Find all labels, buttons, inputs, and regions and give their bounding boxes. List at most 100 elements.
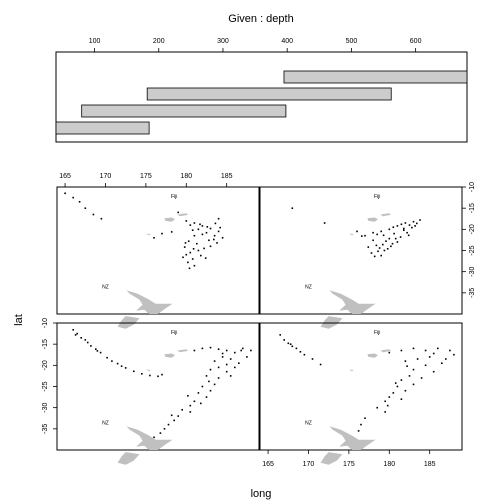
quake-point	[167, 423, 170, 426]
fiji-island-shape	[164, 217, 175, 222]
y-tick-label: -30	[42, 403, 49, 413]
scatter-panels: Fiji NZ Fiji NZ Fiji NZ Fiji NZ	[56, 186, 463, 465]
quake-point	[394, 382, 397, 384]
quake-point	[382, 243, 384, 246]
quake-point	[161, 373, 163, 376]
quake-point	[201, 347, 204, 350]
x-tick-label: 175	[140, 173, 152, 180]
quake-point	[187, 261, 189, 264]
quake-point	[189, 224, 192, 226]
quake-point	[388, 237, 391, 240]
quake-point	[449, 349, 451, 352]
quake-point	[424, 349, 427, 352]
quake-point	[441, 362, 443, 364]
quake-point	[213, 238, 215, 241]
quake-point	[221, 237, 224, 239]
x-tick-label: 185	[424, 461, 436, 468]
quake-point	[74, 334, 77, 336]
quake-point	[386, 404, 389, 407]
quake-point	[234, 351, 236, 354]
quake-point	[196, 242, 198, 245]
quake-point	[391, 242, 394, 245]
quake-point	[303, 353, 306, 356]
quake-point	[157, 375, 159, 378]
fiji-island-shape	[177, 349, 188, 353]
quake-point	[240, 349, 242, 352]
quake-point	[208, 380, 210, 383]
quake-point	[173, 419, 175, 422]
quake-point	[375, 244, 378, 247]
quake-point	[384, 400, 386, 403]
quake-point	[201, 385, 204, 388]
y-tick-label: -15	[42, 339, 49, 349]
fiji-island-shape	[164, 353, 175, 358]
quake-point	[229, 358, 232, 360]
quake-point	[209, 245, 212, 248]
quake-point	[95, 348, 97, 350]
quake-point	[100, 217, 103, 220]
quake-point	[149, 374, 151, 377]
quake-point	[382, 234, 385, 237]
quake-point	[407, 234, 410, 237]
quake-point	[323, 222, 326, 224]
quake-point	[216, 242, 218, 244]
quake-point	[78, 201, 81, 203]
quake-point	[217, 217, 220, 220]
x-tick-label: 180	[383, 461, 395, 468]
new-zealand-north-shape	[329, 290, 376, 314]
quake-point	[99, 351, 102, 354]
quake-point	[420, 377, 423, 379]
quake-point	[111, 360, 113, 362]
quake-point	[209, 346, 212, 349]
quake-point	[229, 375, 232, 377]
fiji-label: Fiji	[374, 194, 380, 200]
quake-point	[319, 363, 322, 366]
quake-point	[86, 341, 89, 344]
quake-point	[246, 356, 248, 358]
quake-point	[428, 356, 431, 358]
quake-point	[185, 220, 188, 222]
quake-point	[159, 432, 162, 434]
quake-point	[193, 222, 196, 224]
quake-point	[279, 334, 281, 336]
quake-point	[80, 337, 82, 339]
quake-point	[90, 345, 92, 347]
quake-point	[388, 396, 391, 398]
quake-point	[412, 347, 415, 350]
quake-point	[412, 368, 415, 371]
quake-point	[437, 347, 439, 350]
quake-point	[403, 229, 405, 231]
quake-point	[84, 207, 87, 209]
x-tick-label: 185	[221, 173, 233, 180]
quake-point	[206, 226, 209, 228]
quake-point	[64, 192, 66, 195]
quake-point	[404, 360, 407, 362]
quake-point	[311, 358, 314, 360]
quake-point	[221, 356, 224, 358]
quake-point	[400, 223, 403, 226]
nz-label: NZ	[305, 285, 312, 291]
panel-frame	[259, 322, 463, 451]
panel-3: Fiji NZ	[56, 186, 260, 329]
quake-point	[412, 220, 415, 223]
new-zealand-south-shape	[320, 452, 343, 465]
quake-point	[242, 347, 244, 350]
quake-point	[372, 239, 374, 242]
quake-point	[203, 247, 205, 250]
quake-point	[385, 240, 387, 242]
quake-point	[412, 383, 415, 386]
new-zealand-south-shape	[117, 452, 140, 465]
quake-point	[378, 247, 381, 249]
x-tick-label: 165	[59, 173, 71, 180]
quake-point	[400, 349, 403, 352]
given-tick-label: 100	[89, 38, 101, 45]
quake-point	[250, 349, 252, 352]
island-shape	[348, 369, 354, 372]
quake-point	[373, 255, 376, 258]
quake-point	[153, 436, 155, 439]
quake-point	[390, 245, 392, 248]
quake-point	[388, 228, 391, 231]
quake-point	[199, 223, 201, 226]
quake-point	[72, 329, 74, 331]
y-tick-label: -15	[469, 203, 476, 213]
